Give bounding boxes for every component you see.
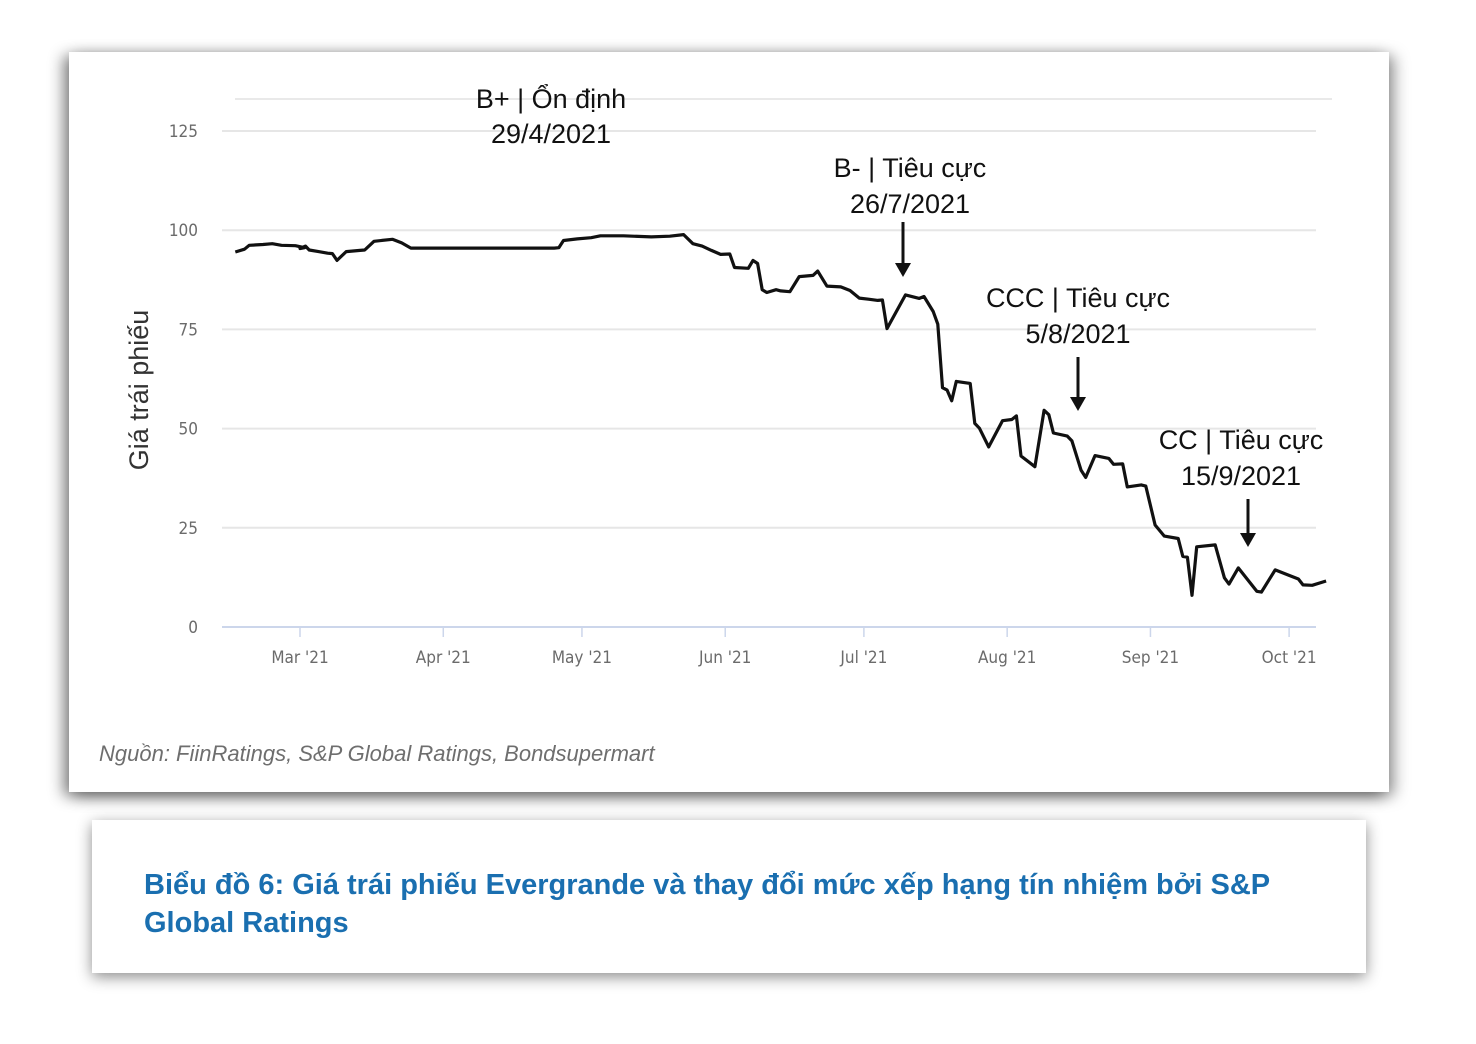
caption-card: Biểu đồ 6: Giá trái phiếu Evergrande và … <box>92 820 1366 973</box>
annotation: B- | Tiêu cực 26/7/2021 <box>834 153 987 277</box>
y-tick-label: 0 <box>188 618 198 638</box>
y-tick-label: 25 <box>179 519 198 539</box>
arrow-down-icon <box>895 263 911 277</box>
x-tick-label: Mar '21 <box>271 648 328 668</box>
chart-card <box>69 52 1389 792</box>
annotation-rating: CCC | Tiêu cực <box>986 283 1170 313</box>
x-tick-label: Jun '21 <box>698 648 751 668</box>
gridlines <box>222 98 1332 628</box>
figure-caption: Biểu đồ 6: Giá trái phiếu Evergrande và … <box>144 869 1270 939</box>
x-tick-label: Sep '21 <box>1122 648 1179 668</box>
annotation-rating: B+ | Ổn định <box>476 83 626 114</box>
annotation-date: 29/4/2021 <box>491 119 611 149</box>
x-tick-label: Apr '21 <box>416 648 471 668</box>
x-axis: Mar '21 Apr '21 May '21 Jun '21 Jul '21 Aug '… <box>271 627 1317 668</box>
annotation-date: 15/9/2021 <box>1181 461 1301 491</box>
annotation: CCC | Tiêu cực 5/8/2021 <box>986 283 1170 411</box>
rating-annotations: B+ | Ổn định 29/4/2021 B- | Tiêu cực 26/7/2… <box>476 83 1323 547</box>
y-tick-label: 50 <box>179 420 198 440</box>
y-tick-label: 75 <box>179 320 198 340</box>
arrow-down-icon <box>1240 533 1256 547</box>
annotation-date: 5/8/2021 <box>1025 319 1130 349</box>
annotation-rating: CC | Tiêu cực <box>1159 425 1324 455</box>
x-tick-label: Jul '21 <box>839 648 887 668</box>
annotation: CC | Tiêu cực 15/9/2021 <box>1159 425 1324 547</box>
annotation: B+ | Ổn định 29/4/2021 <box>476 83 626 149</box>
y-tick-label: 125 <box>169 122 198 142</box>
x-tick-label: Aug '21 <box>978 648 1036 668</box>
annotation-rating: B- | Tiêu cực <box>834 153 987 183</box>
x-tick-label: May '21 <box>552 648 612 668</box>
y-axis: 0 25 50 75 100 125 <box>169 122 198 638</box>
y-axis-label: Giá trái phiếu <box>124 310 154 471</box>
arrow-down-icon <box>1070 397 1086 411</box>
x-tick-label: Oct '21 <box>1262 648 1317 668</box>
source-note: Nguồn: FiinRatings, S&P Global Ratings, … <box>99 741 655 766</box>
series-line <box>234 233 1327 597</box>
y-tick-label: 100 <box>169 221 198 241</box>
annotation-date: 26/7/2021 <box>850 189 970 219</box>
